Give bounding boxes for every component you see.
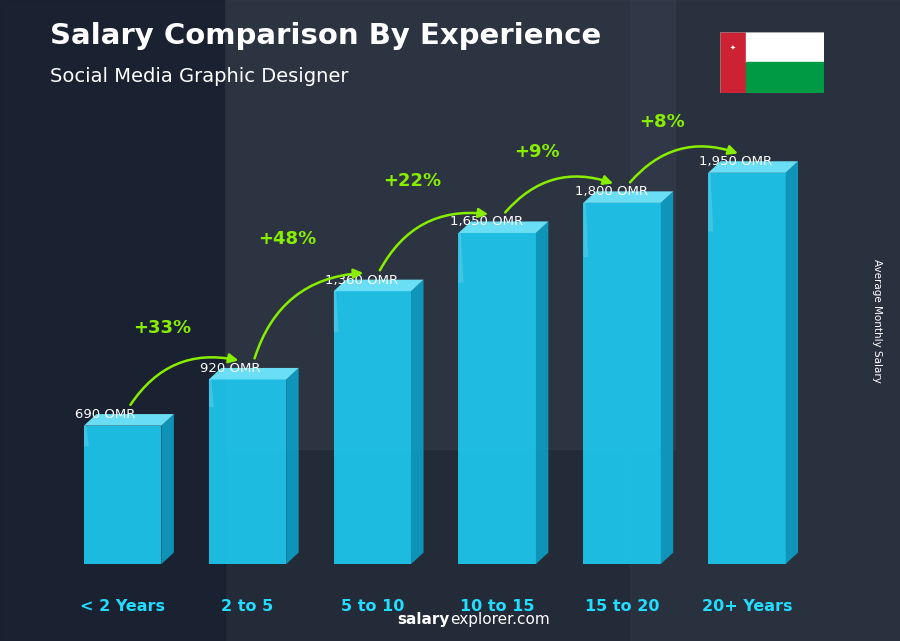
Text: 2 to 5: 2 to 5 bbox=[221, 599, 274, 613]
Bar bbox=[746, 63, 824, 93]
Text: Average Monthly Salary: Average Monthly Salary bbox=[872, 258, 883, 383]
Text: +9%: +9% bbox=[514, 143, 560, 161]
Polygon shape bbox=[661, 192, 673, 564]
Text: +22%: +22% bbox=[383, 172, 441, 190]
Polygon shape bbox=[583, 203, 589, 257]
Polygon shape bbox=[161, 414, 174, 564]
Text: Salary Comparison By Experience: Salary Comparison By Experience bbox=[50, 22, 601, 51]
Polygon shape bbox=[708, 162, 798, 173]
Text: 1,360 OMR: 1,360 OMR bbox=[325, 274, 398, 287]
Text: 5 to 10: 5 to 10 bbox=[341, 599, 404, 613]
Polygon shape bbox=[84, 414, 174, 426]
Text: 10 to 15: 10 to 15 bbox=[460, 599, 535, 613]
Text: +48%: +48% bbox=[258, 230, 317, 248]
Polygon shape bbox=[84, 426, 161, 564]
Text: 20+ Years: 20+ Years bbox=[702, 599, 792, 613]
Bar bbox=[225, 0, 675, 449]
Text: explorer.com: explorer.com bbox=[450, 612, 550, 627]
Text: 1,650 OMR: 1,650 OMR bbox=[450, 215, 523, 228]
Bar bbox=[0, 0, 225, 641]
Polygon shape bbox=[708, 173, 713, 231]
Text: Social Media Graphic Designer: Social Media Graphic Designer bbox=[50, 67, 348, 87]
Polygon shape bbox=[411, 279, 424, 564]
Bar bbox=[720, 32, 746, 93]
Polygon shape bbox=[458, 221, 548, 233]
Polygon shape bbox=[708, 173, 786, 564]
Text: ✦: ✦ bbox=[730, 44, 736, 50]
Polygon shape bbox=[209, 379, 214, 407]
Polygon shape bbox=[209, 379, 286, 564]
Bar bbox=[630, 0, 900, 641]
Text: 690 OMR: 690 OMR bbox=[76, 408, 136, 421]
Text: 920 OMR: 920 OMR bbox=[200, 362, 261, 375]
Polygon shape bbox=[583, 192, 673, 203]
Polygon shape bbox=[334, 291, 338, 332]
Polygon shape bbox=[334, 279, 424, 291]
Polygon shape bbox=[583, 203, 661, 564]
Text: 15 to 20: 15 to 20 bbox=[585, 599, 660, 613]
Polygon shape bbox=[458, 233, 536, 564]
Text: 1,950 OMR: 1,950 OMR bbox=[699, 155, 772, 168]
Polygon shape bbox=[209, 368, 299, 379]
Polygon shape bbox=[84, 426, 89, 446]
Polygon shape bbox=[536, 221, 548, 564]
Text: +8%: +8% bbox=[639, 113, 685, 131]
Text: salary: salary bbox=[398, 612, 450, 627]
Text: < 2 Years: < 2 Years bbox=[80, 599, 166, 613]
Polygon shape bbox=[786, 162, 798, 564]
Text: +33%: +33% bbox=[133, 319, 192, 337]
Polygon shape bbox=[458, 233, 464, 283]
Polygon shape bbox=[286, 368, 299, 564]
Bar bbox=[746, 32, 824, 63]
Text: 1,800 OMR: 1,800 OMR bbox=[574, 185, 648, 198]
Polygon shape bbox=[334, 291, 411, 564]
